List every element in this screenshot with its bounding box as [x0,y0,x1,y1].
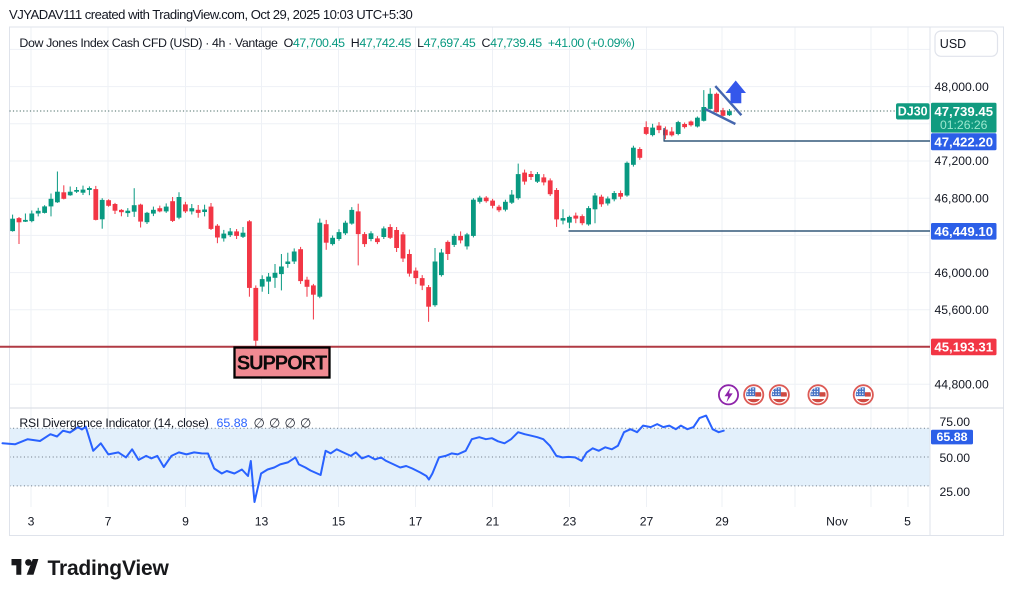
svg-text:48,000.00: 48,000.00 [935,80,989,94]
svg-text:47,200.00: 47,200.00 [935,154,989,168]
svg-text:∅: ∅ [254,416,265,431]
svg-text:∅: ∅ [269,416,280,431]
svg-text:47,422.20: 47,422.20 [934,134,993,149]
svg-text:75.00: 75.00 [940,415,971,429]
svg-text:Nov: Nov [826,515,849,529]
svg-text:5: 5 [904,515,911,529]
svg-text:∅: ∅ [300,416,311,431]
svg-text:45,600.00: 45,600.00 [935,303,989,317]
svg-text:VJYADAV111 created with Tradin: VJYADAV111 created with TradingView.com,… [9,7,413,22]
svg-text:01:26:26: 01:26:26 [940,118,988,132]
svg-text:9: 9 [182,515,189,529]
svg-text:50.00: 50.00 [940,451,971,465]
svg-text:29: 29 [715,515,729,529]
svg-text:Dow Jones Index Cash CFD (USD): Dow Jones Index Cash CFD (USD) · 4h · Va… [19,36,634,50]
svg-text:46,449.10: 46,449.10 [934,224,993,239]
svg-text:46,800.00: 46,800.00 [935,191,989,205]
svg-text:47,739.45: 47,739.45 [934,104,993,119]
svg-text:46,000.00: 46,000.00 [935,266,989,280]
svg-text:∅: ∅ [285,416,296,431]
svg-text:15: 15 [332,515,346,529]
svg-text:21: 21 [486,515,500,529]
svg-text:27: 27 [640,515,654,529]
svg-text:TradingView: TradingView [48,557,170,580]
svg-text:7: 7 [105,515,112,529]
svg-text:44,800.00: 44,800.00 [935,377,989,391]
svg-text:65.88: 65.88 [936,430,967,444]
svg-text:SUPPORT: SUPPORT [237,352,327,374]
svg-text:45,193.31: 45,193.31 [934,339,993,354]
svg-text:13: 13 [255,515,269,529]
svg-text:17: 17 [409,515,423,529]
svg-text:DJ30: DJ30 [898,105,928,119]
svg-text:23: 23 [563,515,577,529]
svg-text:RSI Divergence Indicator (14,: RSI Divergence Indicator (14, close) [19,416,208,430]
svg-text:3: 3 [28,515,35,529]
svg-text:USD: USD [940,37,966,51]
svg-text:25.00: 25.00 [940,485,971,499]
svg-text:65.88: 65.88 [217,416,248,430]
